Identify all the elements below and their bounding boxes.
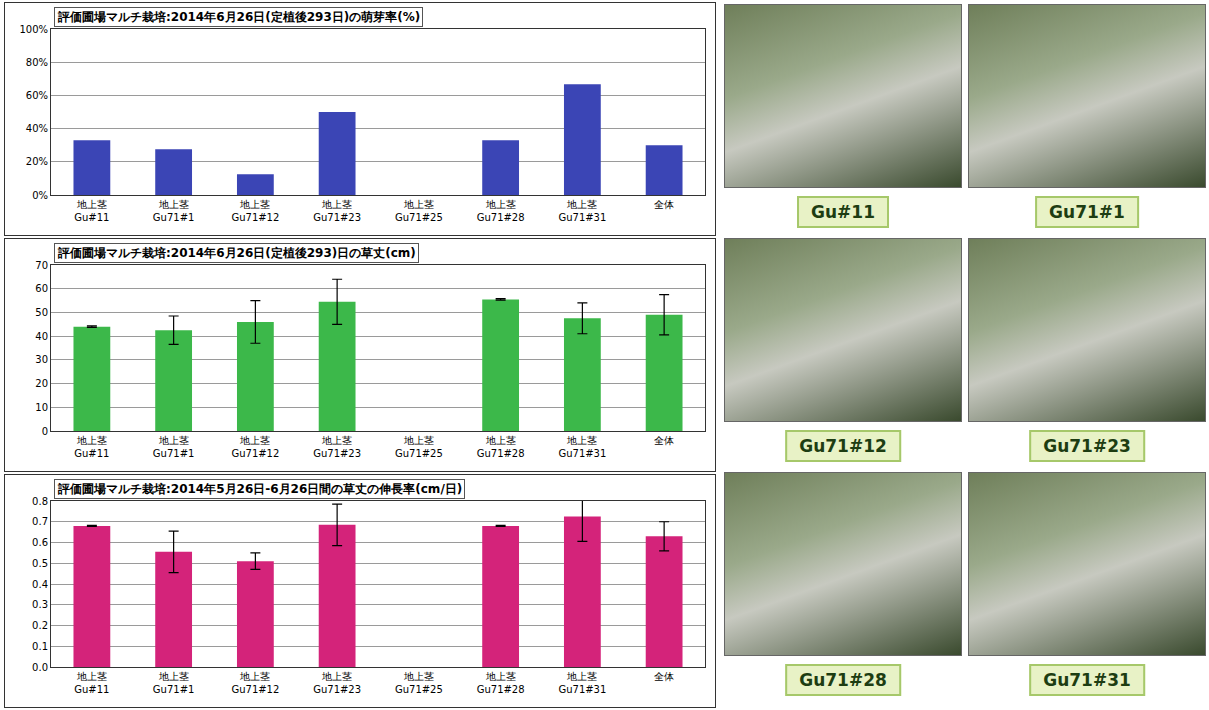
svg-text:0.6: 0.6 bbox=[32, 537, 48, 548]
svg-text:地上茎Gu71#23: 地上茎Gu71#23 bbox=[313, 199, 361, 223]
svg-text:地上茎Gu71#28: 地上茎Gu71#28 bbox=[477, 435, 525, 459]
svg-text:全体: 全体 bbox=[654, 435, 674, 446]
html-text:Gu71#23: Gu71#23 bbox=[1043, 436, 1131, 456]
svg-text:0.3: 0.3 bbox=[32, 599, 48, 610]
svg-text:地上茎Gu#11: 地上茎Gu#11 bbox=[74, 199, 109, 223]
svg-text:評価圃場マルチ栽培:2014年5月26日-6月26日間の草丈: 評価圃場マルチ栽培:2014年5月26日-6月26日間の草丈の伸長率(cm/日) bbox=[57, 482, 462, 496]
svg-text:地上茎Gu71#12: 地上茎Gu71#12 bbox=[231, 199, 279, 223]
svg-text:地上茎Gu71#31: 地上茎Gu71#31 bbox=[558, 671, 606, 695]
svg-text:全体: 全体 bbox=[654, 671, 674, 682]
svg-text:地上茎Gu71#31: 地上茎Gu71#31 bbox=[558, 435, 606, 459]
svg-text:地上茎Gu71#12: 地上茎Gu71#12 bbox=[231, 671, 279, 695]
svg-text:地上茎Gu71#31: 地上茎Gu71#31 bbox=[558, 199, 606, 223]
svg-text:0: 0 bbox=[42, 426, 48, 437]
html-text:Gu71#12: Gu71#12 bbox=[799, 436, 887, 456]
svg-text:50: 50 bbox=[35, 307, 48, 318]
svg-text:地上茎Gu71#12: 地上茎Gu71#12 bbox=[231, 435, 279, 459]
svg-text:20: 20 bbox=[35, 378, 48, 389]
svg-text:地上茎Gu71#28: 地上茎Gu71#28 bbox=[477, 199, 525, 223]
svg-text:80%: 80% bbox=[26, 57, 48, 68]
svg-text:30: 30 bbox=[35, 354, 48, 365]
svg-text:0.5: 0.5 bbox=[32, 558, 48, 569]
html-text:Gu71#28: Gu71#28 bbox=[799, 670, 887, 690]
svg-text:地上茎Gu71#25: 地上茎Gu71#25 bbox=[395, 435, 443, 459]
svg-text:60: 60 bbox=[35, 283, 48, 294]
svg-text:0.7: 0.7 bbox=[32, 516, 48, 527]
svg-text:地上茎Gu71#1: 地上茎Gu71#1 bbox=[153, 199, 195, 223]
svg-text:40: 40 bbox=[35, 331, 48, 342]
svg-text:地上茎Gu#11: 地上茎Gu#11 bbox=[74, 435, 109, 459]
svg-text:評価圃場マルチ栽培:2014年6月26日(定植後293)日の: 評価圃場マルチ栽培:2014年6月26日(定植後293)日の草丈(cm) bbox=[57, 246, 416, 260]
svg-text:0.2: 0.2 bbox=[32, 620, 48, 631]
svg-text:10: 10 bbox=[35, 402, 48, 413]
svg-text:地上茎Gu71#23: 地上茎Gu71#23 bbox=[313, 671, 361, 695]
svg-text:60%: 60% bbox=[26, 90, 48, 101]
html-text:Gu71#1: Gu71#1 bbox=[1049, 202, 1125, 222]
svg-text:全体: 全体 bbox=[654, 199, 674, 210]
svg-text:40%: 40% bbox=[26, 123, 48, 134]
svg-text:0.8: 0.8 bbox=[32, 496, 48, 507]
svg-text:20%: 20% bbox=[26, 156, 48, 167]
svg-text:地上茎Gu#11: 地上茎Gu#11 bbox=[74, 671, 109, 695]
svg-text:0%: 0% bbox=[32, 190, 48, 201]
svg-text:地上茎Gu71#28: 地上茎Gu71#28 bbox=[477, 671, 525, 695]
svg-text:地上茎Gu71#1: 地上茎Gu71#1 bbox=[153, 435, 195, 459]
svg-text:100%: 100% bbox=[19, 24, 48, 35]
svg-text:地上茎Gu71#25: 地上茎Gu71#25 bbox=[395, 199, 443, 223]
html-text:Gu71#31: Gu71#31 bbox=[1043, 670, 1131, 690]
svg-text:地上茎Gu71#25: 地上茎Gu71#25 bbox=[395, 671, 443, 695]
svg-text:地上茎Gu71#1: 地上茎Gu71#1 bbox=[153, 671, 195, 695]
svg-text:地上茎Gu71#23: 地上茎Gu71#23 bbox=[313, 435, 361, 459]
svg-text:70: 70 bbox=[35, 260, 48, 271]
svg-text:評価圃場マルチ栽培:2014年6月26日(定植後293日)の: 評価圃場マルチ栽培:2014年6月26日(定植後293日)の萌芽率(%) bbox=[57, 10, 420, 24]
html-text:Gu#11: Gu#11 bbox=[811, 202, 875, 222]
svg-text:0.1: 0.1 bbox=[32, 641, 48, 652]
svg-text:0.0: 0.0 bbox=[32, 662, 48, 673]
svg-text:0.4: 0.4 bbox=[32, 579, 48, 590]
